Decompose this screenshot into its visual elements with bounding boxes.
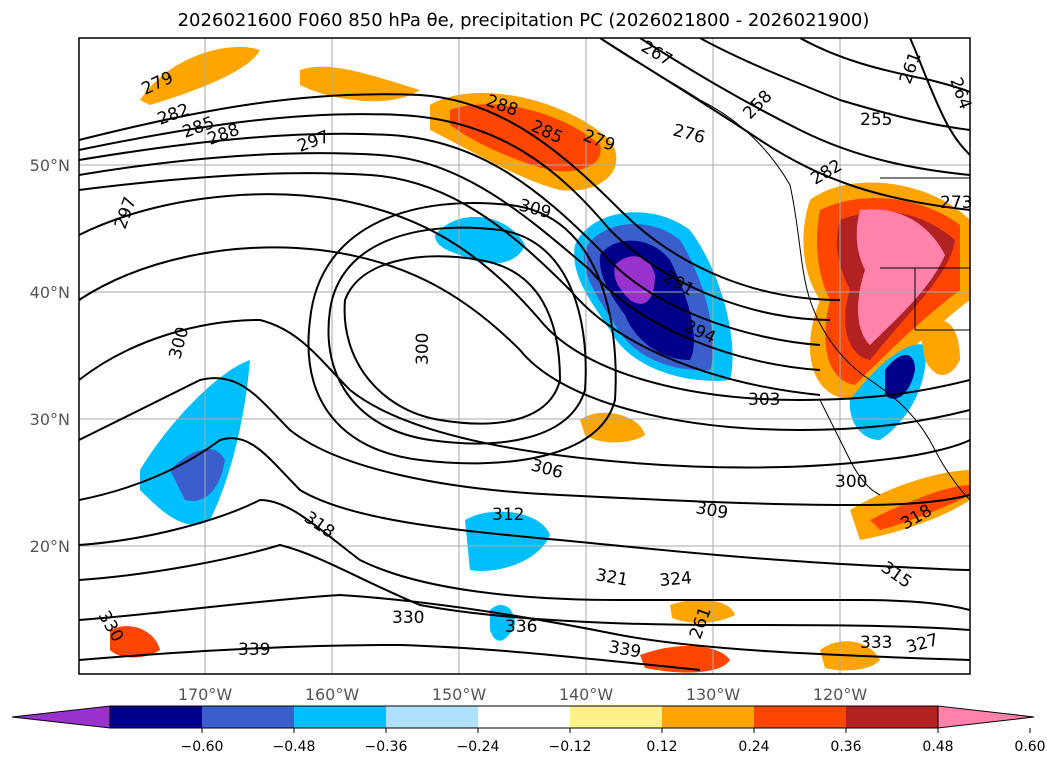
colorbar-extend-high <box>937 705 1035 729</box>
colorbar-tick-label: 0.24 <box>738 739 769 755</box>
lon-tick-labels: 170°W 160°W 150°W 140°W 130°W 120°W <box>178 685 868 704</box>
lat-tick: 30°N <box>30 410 70 429</box>
colorbar-tick-label: −0.60 <box>181 739 224 755</box>
colorbar-segment <box>570 706 662 728</box>
chart-title: 2026021600 F060 850 hPa θe, precipitatio… <box>177 10 870 31</box>
contour-label: 300 <box>835 472 867 492</box>
colorbar-segment <box>754 706 846 728</box>
lon-tick: 130°W <box>686 685 741 704</box>
plot-frame <box>78 37 971 675</box>
lon-tick: 160°W <box>305 685 360 704</box>
coastlines <box>599 38 970 501</box>
colorbar-segment <box>846 706 938 728</box>
contour-label: 324 <box>659 568 693 591</box>
theta-e-contours <box>79 38 970 671</box>
contour-label: 339 <box>238 640 270 660</box>
colorbar-tick-label: −0.36 <box>365 739 408 755</box>
lon-tick: 120°W <box>813 685 868 704</box>
shading-layer <box>110 47 970 673</box>
contour-label: 300 <box>413 333 433 365</box>
lat-tick-labels: 50°N 40°N 30°N 20°N <box>30 156 70 556</box>
contour-label: 312 <box>492 505 524 525</box>
colorbar-extend-low <box>11 705 111 729</box>
colorbar-segment <box>478 706 570 728</box>
colorbar-tick-label: −0.12 <box>549 739 592 755</box>
contour-label: 303 <box>748 390 780 410</box>
colorbar-tick-label: 0.48 <box>922 739 953 755</box>
colorbar-tick-label: −0.48 <box>273 739 316 755</box>
contour-label: 255 <box>860 110 892 130</box>
contour-label: 333 <box>860 633 892 653</box>
contour-label: 330 <box>392 608 424 628</box>
lon-tick: 170°W <box>178 685 233 704</box>
colorbar-segment <box>662 706 754 728</box>
contour-label: 273 <box>940 193 972 213</box>
lat-tick: 40°N <box>30 283 70 302</box>
colorbar-tick-label: 0.60 <box>1014 739 1045 755</box>
colorbar-tick-label: −0.24 <box>457 739 500 755</box>
colorbar-segment <box>294 706 386 728</box>
lon-tick: 140°W <box>559 685 614 704</box>
colorbar-tick-label: 0.36 <box>830 739 861 755</box>
colorbar-frame <box>109 705 939 729</box>
colorbar-tick-label: 0.12 <box>646 739 677 755</box>
colorbar-segment <box>110 706 202 728</box>
contour-label: 336 <box>505 617 537 637</box>
lon-tick: 150°W <box>432 685 487 704</box>
graticule <box>79 38 970 674</box>
colorbar-segment <box>386 706 478 728</box>
colorbar-segment <box>202 706 294 728</box>
lat-tick: 20°N <box>30 537 70 556</box>
lat-tick: 50°N <box>30 156 70 175</box>
